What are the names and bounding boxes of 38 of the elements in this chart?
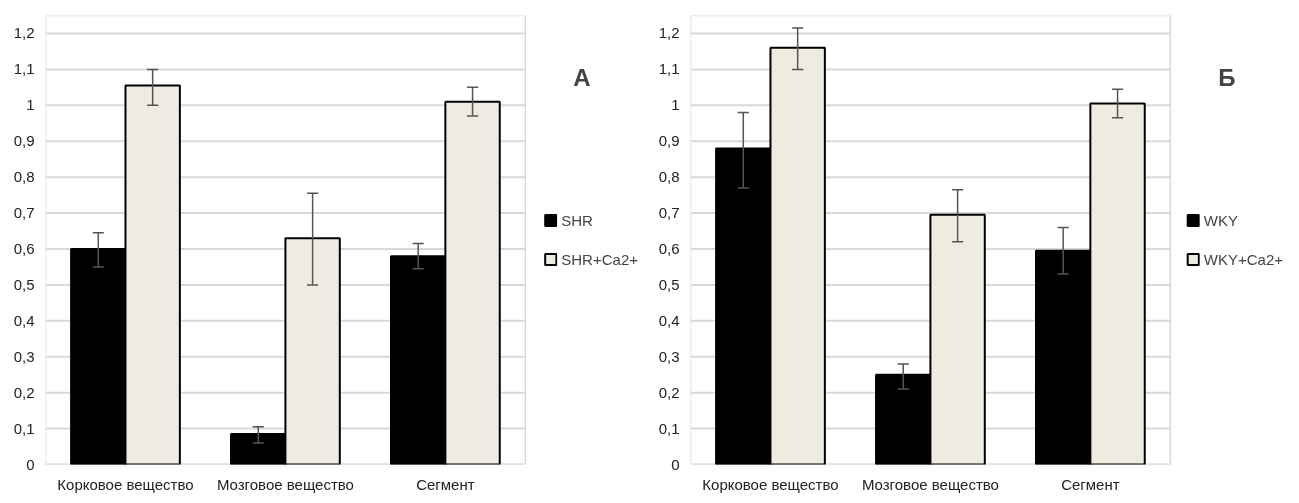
y-tick-label: 0,8 <box>13 168 35 186</box>
x-tick-label: Сегмент <box>1061 475 1120 493</box>
y-tick-label: 1 <box>26 96 35 114</box>
y-tick-label: 1,1 <box>13 60 35 78</box>
y-tick-label: 0,3 <box>658 347 680 365</box>
y-tick-label: 1,2 <box>658 24 680 42</box>
y-tick-label: 1 <box>671 96 680 114</box>
y-tick-label: 0,8 <box>658 168 680 186</box>
x-tick-label: Мозговое вещество <box>861 475 999 493</box>
y-tick-label: 1,2 <box>13 24 35 42</box>
y-tick-label: 0,6 <box>13 239 35 257</box>
legend-label: SHR+Ca2+ <box>561 250 638 268</box>
x-tick-label: Корковое вещество <box>57 475 194 493</box>
x-tick-label: Корковое вещество <box>702 475 839 493</box>
y-tick-label: 0,1 <box>658 419 680 437</box>
y-tick-label: 0,9 <box>13 132 35 150</box>
y-tick-label: 0,5 <box>13 275 35 293</box>
x-tick-label: Мозговое вещество <box>216 475 354 493</box>
y-tick-label: 0,2 <box>13 383 35 401</box>
text: Б <box>1218 63 1236 91</box>
y-tick-label: 0,9 <box>658 132 680 150</box>
y-tick-label: 0,1 <box>13 419 35 437</box>
y-tick-label: 0,3 <box>13 347 35 365</box>
y-tick-label: 0,7 <box>13 204 35 222</box>
y-tick-label: 0 <box>671 455 680 473</box>
legend-label: WKY <box>1203 211 1238 229</box>
text: А <box>573 63 591 91</box>
legend-label: WKY+Ca2+ <box>1203 250 1283 268</box>
y-tick-label: 0,7 <box>658 204 680 222</box>
y-tick-label: 0 <box>26 455 35 473</box>
legend-label: SHR <box>561 211 593 229</box>
y-tick-label: 0,5 <box>658 275 680 293</box>
x-tick-label: Сегмент <box>416 475 475 493</box>
y-tick-label: 0,4 <box>658 311 680 329</box>
y-tick-label: 0,4 <box>13 311 35 329</box>
y-tick-label: 0,2 <box>658 383 680 401</box>
y-tick-label: 0,6 <box>658 239 680 257</box>
y-tick-label: 1,1 <box>658 60 680 78</box>
